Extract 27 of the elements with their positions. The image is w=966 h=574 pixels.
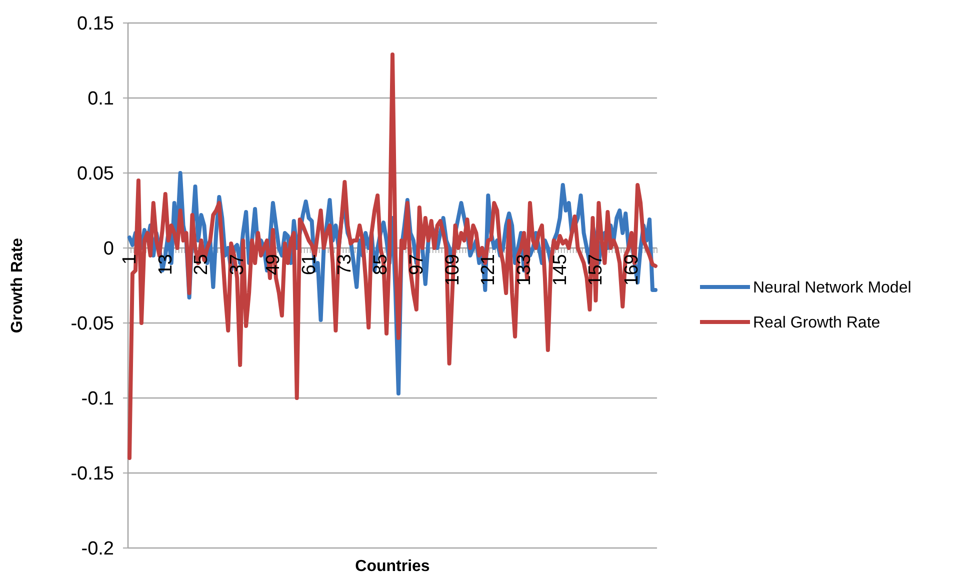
y-tick-label: -0.15 xyxy=(70,464,114,485)
x-tick-label: 1 xyxy=(119,254,140,265)
x-tick-label: 25 xyxy=(191,254,212,276)
x-tick-label: 97 xyxy=(406,254,428,276)
y-tick-label: 0.15 xyxy=(77,14,114,35)
x-tick-label: 85 xyxy=(370,254,392,276)
y-tick-label: -0.1 xyxy=(81,388,114,410)
x-tick-label: 49 xyxy=(262,254,284,276)
legend-label: Neural Network Model xyxy=(753,280,912,297)
y-axis-title: Growth Rate xyxy=(9,238,26,334)
x-tick-label: 121 xyxy=(478,254,500,286)
y-tick-label: -0.2 xyxy=(81,538,114,560)
x-tick-label: 61 xyxy=(298,254,320,276)
x-tick-label: 37 xyxy=(227,254,248,276)
x-tick-label: 133 xyxy=(514,254,536,286)
y-tick-label: 0.05 xyxy=(77,164,114,185)
y-tick-label: 0 xyxy=(103,238,114,260)
x-tick-label: 73 xyxy=(334,254,356,276)
x-axis-title: Countries xyxy=(355,558,430,574)
x-tick-label: 157 xyxy=(586,254,607,286)
y-tick-label: 0.1 xyxy=(88,88,114,110)
y-tick-label: -0.05 xyxy=(70,314,114,335)
x-tick-label: 145 xyxy=(550,254,571,286)
legend-label: Real Growth Rate xyxy=(753,314,880,332)
x-tick-label: 13 xyxy=(155,254,176,276)
x-tick-label: 169 xyxy=(622,254,643,286)
x-tick-label: 109 xyxy=(442,254,464,286)
